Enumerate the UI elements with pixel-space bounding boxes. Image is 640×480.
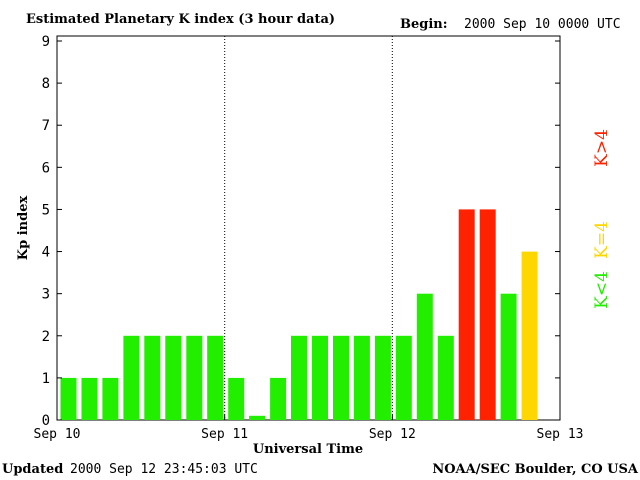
y-tick-label: 7 [42, 118, 50, 134]
y-tick-label: 6 [42, 160, 50, 176]
chart-title: Estimated Planetary K index (3 hour data… [26, 12, 335, 27]
kp-bar [249, 415, 266, 420]
x-tick-label: Sep 12 [369, 427, 416, 442]
y-tick-label: 5 [42, 202, 50, 218]
begin-label: Begin: [400, 17, 448, 32]
kp-bar [333, 335, 349, 420]
kp-bar [353, 335, 370, 420]
bar-series [60, 209, 538, 420]
y-tick-label: 3 [42, 287, 50, 303]
y-axis-ticks: 0 1 2 3 4 5 6 7 8 9 [42, 34, 560, 429]
kp-bar [270, 377, 287, 420]
legend-label: K>4 [592, 129, 612, 167]
begin-value: 2000 Sep 10 0000 UTC [464, 17, 621, 32]
source-credit: NOAA/SEC Boulder, CO USA [432, 462, 639, 477]
kp-bar [437, 335, 454, 420]
kp-bar [165, 335, 182, 420]
updated-label: Updated [2, 462, 63, 477]
kp-bar [312, 335, 328, 420]
kp-bar [144, 335, 161, 420]
y-tick-label: 1 [42, 371, 50, 387]
kp-bar [416, 293, 433, 420]
y-tick-label: 4 [42, 245, 50, 261]
kp-bar [521, 251, 538, 420]
y-tick-label: 2 [42, 329, 50, 345]
kp-bar [81, 377, 98, 420]
color-legend: K<4 K=4 K>4 [592, 129, 612, 309]
kp-bar [228, 377, 245, 420]
x-axis-label: Universal Time [253, 442, 363, 457]
kp-bar [291, 335, 307, 420]
plot-area [56, 35, 561, 421]
x-axis-ticks: Sep 10 Sep 11 Sep 12 Sep 13 [34, 415, 584, 442]
kp-bar [374, 335, 391, 420]
updated-value: 2000 Sep 12 23:45:03 UTC [70, 462, 258, 477]
y-tick-label: 9 [42, 34, 50, 50]
y-axis-label: Kp index [16, 196, 31, 261]
kp-bar [102, 377, 119, 420]
kp-bar [479, 209, 496, 420]
kp-bar [123, 335, 140, 420]
kp-bar [458, 209, 475, 420]
kp-bar [500, 293, 517, 420]
x-tick-label: Sep 10 [34, 427, 81, 442]
x-tick-label: Sep 13 [537, 427, 584, 442]
kp-bar [395, 335, 412, 420]
y-tick-label: 8 [42, 76, 50, 92]
y-tick-label: 0 [42, 413, 50, 429]
legend-label: K<4 [592, 271, 612, 309]
kp-bar [207, 335, 224, 420]
kp-bar [60, 377, 77, 420]
x-tick-label: Sep 11 [201, 427, 248, 442]
legend-label: K=4 [592, 221, 612, 259]
kp-bar [186, 335, 203, 420]
